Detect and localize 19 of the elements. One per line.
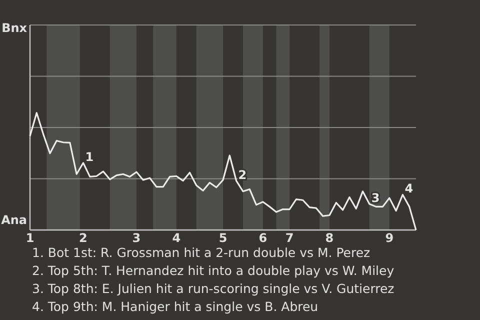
x-tick-label: 9	[385, 231, 394, 245]
text: 2. Top 5th: T. Hernandez hit into a double play vs W. Miley	[32, 263, 395, 278]
text: Ana	[1, 213, 27, 227]
x-tick-label: 4	[172, 231, 181, 245]
annotation: 4	[404, 182, 414, 196]
x-tick-label: 8	[325, 231, 334, 245]
text: 3. Top 8th: E. Julien hit a run-scoring single vs V. Gutierrez	[32, 281, 395, 296]
x-tick-label: 3	[132, 231, 141, 245]
annotation: 1	[85, 150, 94, 164]
x-tick-label: 2	[79, 231, 88, 245]
x-tick-label: 1	[26, 231, 34, 245]
text: Bnx	[2, 21, 28, 35]
text: 4. Top 9th: M. Haniger hit a single vs B. Abreu	[32, 299, 318, 314]
annotation: 3	[371, 190, 380, 205]
text: 1. Bot 1st: R. Grossman hit a 2-run double vs M. Perez	[32, 245, 371, 260]
x-tick-label: 6	[258, 231, 268, 245]
annotation: 2	[238, 168, 247, 182]
x-tick-label: 7	[285, 231, 294, 245]
x-tick-label: 5	[218, 231, 228, 245]
